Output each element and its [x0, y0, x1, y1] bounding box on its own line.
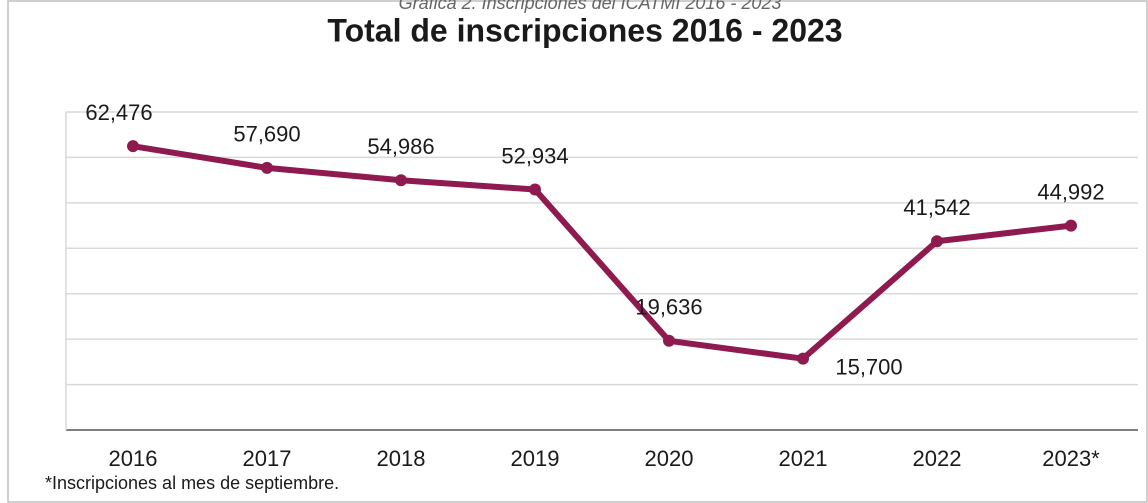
- point: [127, 140, 139, 153]
- x-tick-label: 2017: [243, 446, 292, 471]
- x-tick-label: 2019: [511, 446, 560, 471]
- chart-frame: [7, 0, 1148, 503]
- point: [931, 235, 943, 248]
- data-label: 62,476: [85, 100, 152, 125]
- x-tick-label: 2022: [913, 446, 962, 471]
- chart-title: Total de inscripciones 2016 - 2023: [327, 12, 842, 48]
- point: [1065, 219, 1077, 232]
- data-label: 52,934: [501, 143, 568, 168]
- x-tick-label: 2016: [109, 446, 158, 471]
- footnote: *Inscripciones al mes de septiembre.: [45, 473, 339, 493]
- x-tick-label: 2020: [645, 446, 694, 471]
- point: [663, 334, 675, 347]
- point: [261, 161, 273, 174]
- x-tick-label: 2018: [377, 446, 426, 471]
- data-label: 15,700: [835, 354, 902, 379]
- data-label: 19,636: [635, 295, 702, 320]
- line: [132, 143, 1072, 362]
- data-label: 44,992: [1037, 179, 1104, 204]
- point: [797, 352, 809, 365]
- point: [395, 174, 407, 187]
- data-label: 54,986: [367, 134, 434, 159]
- x-tick-label: 2021: [779, 446, 828, 471]
- x-tick-label: 2023*: [1042, 446, 1100, 471]
- caption: Gráfica 2. Inscripciones del ICATMI 2016…: [399, 0, 782, 13]
- data-label: 57,690: [233, 122, 300, 147]
- data-label: 41,542: [903, 195, 970, 220]
- point: [529, 183, 541, 196]
